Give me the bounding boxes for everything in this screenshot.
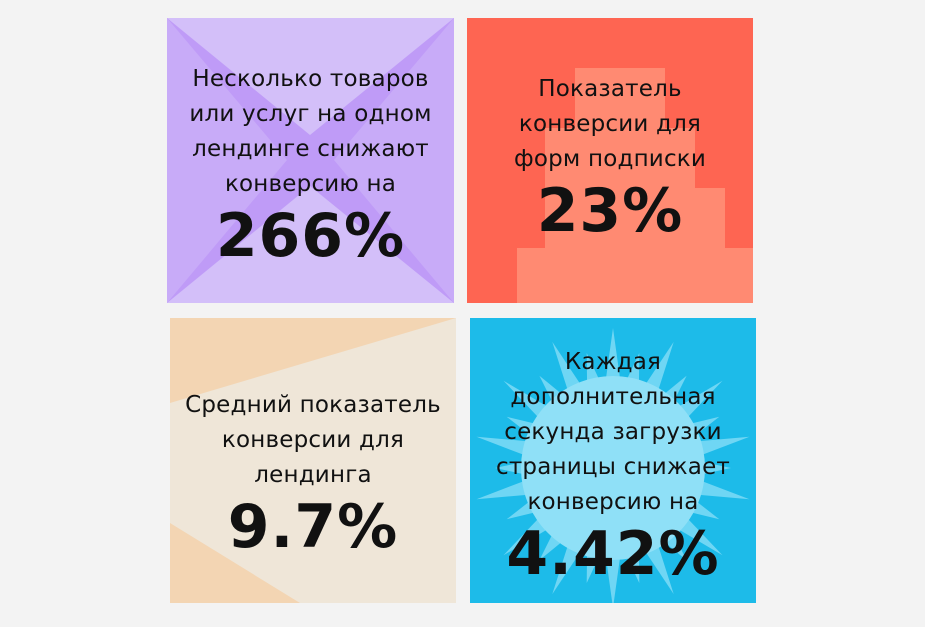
x-pattern-background	[167, 18, 454, 303]
card-text-line: форм подписки	[513, 146, 707, 172]
card-text-line: секунда загрузки	[504, 419, 722, 445]
stat-value: 266%	[215, 200, 406, 271]
stat-card-subscription-forms: Показатель конверсии для форм подписки 2…	[467, 18, 753, 303]
stat-card-page-load-time: Каждая дополнительная секунда загрузки с…	[470, 318, 756, 603]
card-text-line: конверсии для	[518, 111, 702, 137]
stat-value: 4.42%	[506, 519, 720, 589]
card-text-line: Средний показатель	[185, 392, 441, 418]
stat-value: 9.7%	[227, 492, 399, 562]
stat-value: 23%	[536, 176, 684, 246]
stat-card-landing-average: Средний показатель конверсии для лендинг…	[170, 318, 456, 603]
card-text-line: конверсию на	[527, 489, 699, 515]
starburst-background	[476, 328, 750, 603]
card-text-line: Несколько товаров	[192, 65, 429, 92]
card-text-line: конверсию на	[224, 170, 397, 197]
diagonal-background	[170, 318, 456, 603]
card-text-line: дополнительная	[510, 384, 716, 410]
card-text-line: лендинге снижают	[192, 135, 429, 162]
stat-card-multiple-products: Несколько товаров или услуг на одном лен…	[167, 18, 454, 303]
card-text-line: или услуг на одном	[189, 100, 432, 127]
card-text-line: конверсии для	[221, 427, 405, 453]
stepped-pyramid-background	[517, 68, 753, 303]
card-text-line: Показатель	[538, 76, 682, 102]
card-text-line: Каждая	[564, 349, 662, 375]
card-text-line: лендинга	[254, 462, 372, 488]
card-text-line: страницы снижает	[495, 454, 731, 480]
